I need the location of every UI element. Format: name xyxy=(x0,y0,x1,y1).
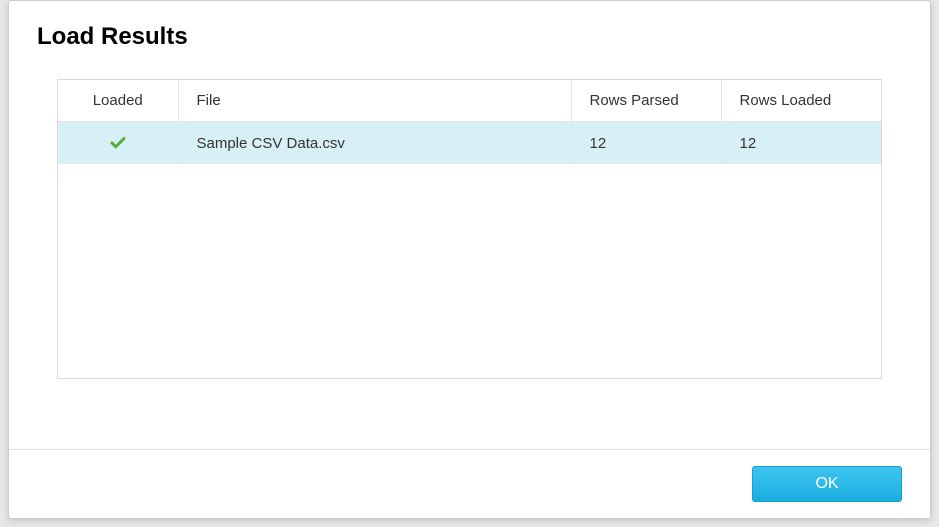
table-row[interactable]: Sample CSV Data.csv 12 12 xyxy=(58,122,881,165)
column-header-rows-parsed: Rows Parsed xyxy=(571,80,721,122)
dialog-title: Load Results xyxy=(37,23,902,51)
results-table-wrapper: Loaded File Rows Parsed Rows Loaded xyxy=(57,79,882,379)
column-header-loaded: Loaded xyxy=(58,80,178,122)
load-results-dialog: Load Results Loaded File Rows Parsed Row… xyxy=(8,0,931,519)
checkmark-icon xyxy=(109,134,127,152)
dialog-body: Loaded File Rows Parsed Rows Loaded xyxy=(9,51,930,449)
column-header-rows-loaded: Rows Loaded xyxy=(721,80,881,122)
table-header-row: Loaded File Rows Parsed Rows Loaded xyxy=(58,80,881,122)
cell-file-name: Sample CSV Data.csv xyxy=(178,122,571,165)
results-table: Loaded File Rows Parsed Rows Loaded xyxy=(58,80,881,164)
cell-loaded-status xyxy=(58,122,178,165)
cell-rows-parsed: 12 xyxy=(571,122,721,165)
cell-rows-loaded: 12 xyxy=(721,122,881,165)
column-header-file: File xyxy=(178,80,571,122)
ok-button[interactable]: OK xyxy=(752,466,902,502)
dialog-footer: OK xyxy=(9,449,930,518)
dialog-header: Load Results xyxy=(9,1,930,51)
